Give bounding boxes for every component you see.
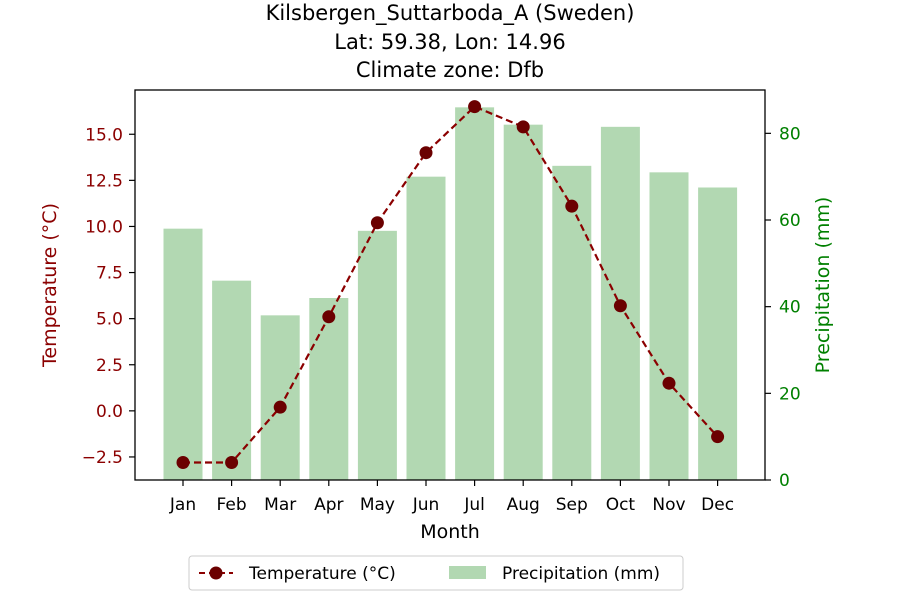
temperature-point-jul: [468, 100, 482, 114]
left-tick-label: 2.5: [96, 356, 123, 376]
precipitation-bar-sep: [552, 165, 592, 481]
x-tick-label-apr: Apr: [314, 495, 343, 515]
precipitation-bar-apr: [309, 298, 349, 480]
chart-title-line-2: Lat: 59.38, Lon: 14.96: [334, 30, 565, 54]
precipitation-bar-mar: [260, 315, 300, 480]
x-axis: Jan Feb Mar Apr May Jun Jul Aug Sep Oct Nov Dec: [169, 480, 734, 515]
plot-border: [134, 89, 766, 481]
plot-frame: [134, 89, 766, 481]
precipitation-bars: [163, 107, 738, 481]
precipitation-bar-jul: [455, 107, 495, 480]
temperature-point-feb: [225, 455, 239, 469]
x-tick-label-nov: Nov: [652, 495, 685, 515]
x-tick-label-mar: Mar: [264, 495, 296, 515]
legend-temperature-marker: [209, 566, 223, 580]
legend: Temperature (°C) Precipitation (mm): [188, 555, 684, 591]
legend-precipitation-label: Precipitation (mm): [502, 564, 660, 584]
left-tick-label: 15.0: [85, 125, 123, 145]
x-tick-label-jan: Jan: [169, 495, 196, 515]
temperature-point-sep: [565, 199, 579, 213]
legend-box: [188, 555, 684, 591]
x-tick-label-aug: Aug: [507, 495, 540, 515]
x-tick-label-jun: Jun: [412, 495, 440, 515]
right-y-axis-label: Precipitation (mm): [812, 197, 834, 374]
x-tick-label-oct: Oct: [606, 495, 636, 515]
temperature-line-group: [176, 100, 725, 469]
precipitation-bar-jan: [163, 228, 203, 480]
temperature-point-dec: [711, 430, 725, 444]
temperature-point-nov: [662, 376, 676, 390]
chart-title-line-3: Climate zone: Dfb: [356, 58, 544, 82]
temperature-line: [183, 105, 719, 464]
x-tick-label-dec: Dec: [701, 495, 734, 515]
precipitation-bar-feb: [212, 280, 252, 480]
left-tick-label: 12.5: [85, 171, 123, 191]
x-tick-label-may: May: [360, 495, 395, 515]
chart-title: Kilsbergen_Suttarboda_A (Sweden) Lat: 59…: [266, 1, 635, 82]
precipitation-bar-jun: [406, 176, 446, 480]
temperature-point-jan: [176, 455, 190, 469]
temperature-point-apr: [322, 310, 336, 324]
right-tick-label: 60: [779, 211, 801, 231]
left-y-axis: −2.5 0.0 2.5 5.0 7.5 10.0 12.5 15.0: [82, 125, 135, 468]
right-tick-label: 0: [779, 471, 790, 491]
right-tick-label: 40: [779, 298, 801, 318]
temperature-point-jun: [419, 146, 433, 160]
legend-precipitation-swatch: [449, 566, 486, 579]
legend-temperature-label: Temperature (°C): [248, 564, 396, 584]
precipitation-bar-may: [357, 230, 397, 480]
left-tick-label: −2.5: [82, 448, 123, 468]
left-tick-label: 5.0: [96, 310, 123, 330]
x-tick-label-feb: Feb: [217, 495, 247, 515]
precipitation-bar-aug: [503, 124, 543, 481]
left-tick-label: 7.5: [96, 264, 123, 284]
chart-title-line-1: Kilsbergen_Suttarboda_A (Sweden): [266, 1, 635, 26]
left-tick-label: 10.0: [85, 217, 123, 237]
x-tick-label-jul: Jul: [463, 495, 485, 515]
temperature-point-may: [370, 216, 384, 230]
x-axis-label: Month: [420, 521, 480, 543]
right-tick-label: 80: [779, 124, 801, 144]
temperature-point-aug: [516, 120, 530, 134]
temperature-point-mar: [273, 400, 287, 414]
temperature-point-oct: [613, 299, 627, 313]
left-tick-label: 0.0: [96, 402, 123, 422]
precipitation-bar-nov: [649, 172, 689, 481]
left-y-axis-label: Temperature (°C): [39, 203, 61, 368]
right-y-axis: 0 20 40 60 80: [765, 124, 801, 491]
right-tick-label: 20: [779, 384, 801, 404]
x-tick-label-sep: Sep: [556, 495, 588, 515]
